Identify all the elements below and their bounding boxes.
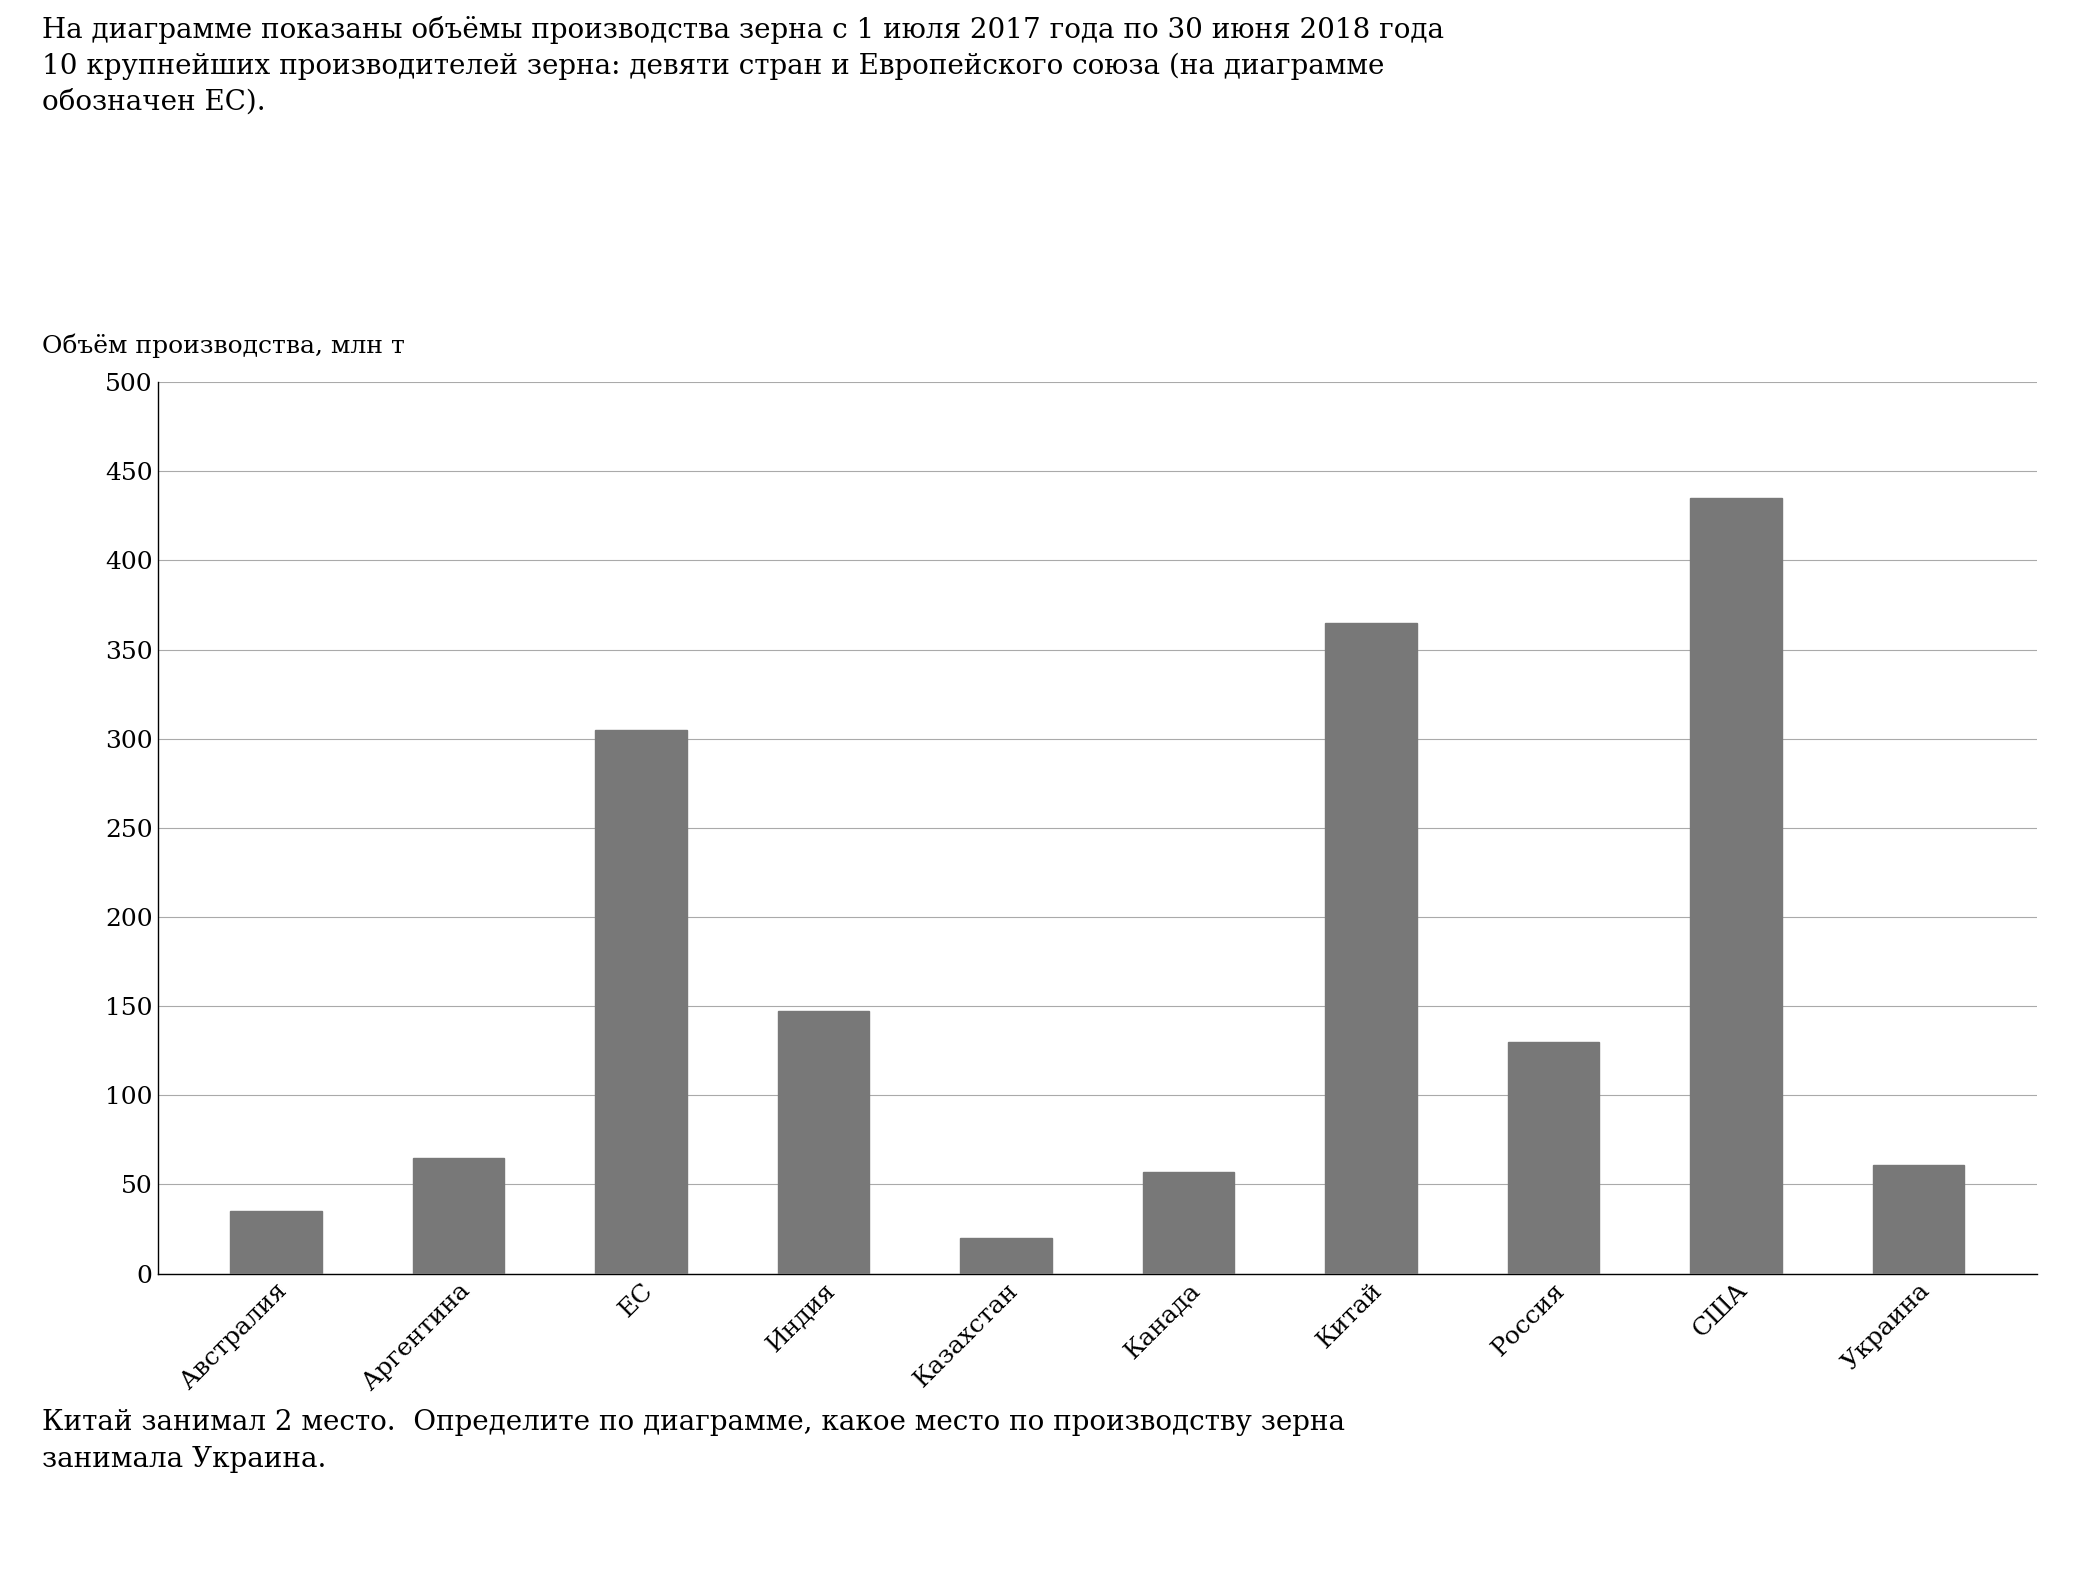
Text: Китай занимал 2 место.  Определите по диаграмме, какое место по производству зер: Китай занимал 2 место. Определите по диа… [42, 1409, 1344, 1474]
Bar [1690, 498, 1781, 1274]
Bar [596, 729, 687, 1274]
Bar [1508, 1041, 1598, 1274]
Bar [960, 1239, 1052, 1274]
Text: На диаграмме показаны объёмы производства зерна с 1 июля 2017 года по 30 июня 20: На диаграмме показаны объёмы производств… [42, 16, 1445, 115]
Bar [1325, 622, 1418, 1274]
Bar [231, 1212, 321, 1274]
Bar [1142, 1172, 1235, 1274]
Bar [414, 1157, 504, 1274]
Text: Объём производства, млн т: Объём производства, млн т [42, 334, 405, 358]
Bar [777, 1011, 869, 1274]
Bar [1873, 1165, 1964, 1274]
